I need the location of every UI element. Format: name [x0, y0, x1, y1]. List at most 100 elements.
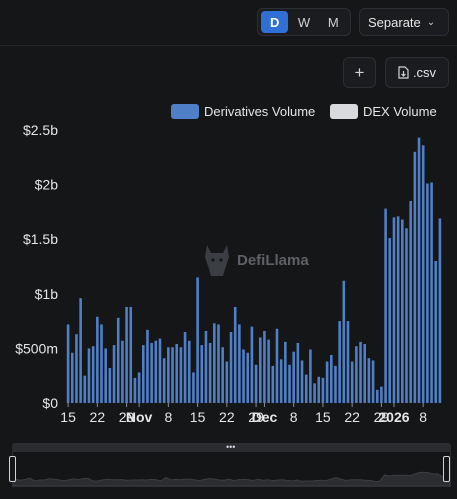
bar-derivatives[interactable] [246, 352, 250, 403]
bar-derivatives[interactable] [121, 340, 124, 403]
bar-derivatives[interactable] [279, 359, 283, 403]
bar-derivatives[interactable] [250, 326, 254, 403]
period-daily-button[interactable]: D [261, 11, 289, 33]
bar-derivatives[interactable] [87, 348, 91, 403]
bar-derivatives[interactable] [388, 238, 392, 403]
bar-derivatives[interactable] [350, 361, 354, 404]
bar-derivatives[interactable] [275, 328, 279, 403]
bar-derivatives[interactable] [233, 306, 237, 403]
navigator-track[interactable] [12, 451, 451, 487]
bar-derivatives[interactable] [213, 323, 216, 403]
bar-derivatives[interactable] [405, 228, 408, 403]
navigator-right-handle[interactable] [443, 456, 450, 482]
bar-derivatives[interactable] [116, 317, 120, 403]
bar-derivatives[interactable] [430, 182, 433, 403]
bar-derivatives[interactable] [371, 360, 375, 403]
bar-derivatives[interactable] [401, 219, 404, 403]
bar-derivatives[interactable] [284, 341, 287, 403]
bar-derivatives[interactable] [392, 217, 396, 403]
bar-derivatives[interactable] [100, 324, 103, 403]
bar-derivatives[interactable] [150, 342, 153, 403]
bar-derivatives[interactable] [192, 372, 195, 403]
bar-derivatives[interactable] [133, 377, 137, 403]
period-weekly-button[interactable]: W [297, 14, 311, 30]
bar-derivatives[interactable] [179, 347, 183, 403]
bar-derivatives[interactable] [300, 360, 304, 403]
bar-derivatives[interactable] [338, 321, 341, 403]
bar-derivatives[interactable] [421, 145, 425, 404]
bar-derivatives[interactable] [334, 365, 337, 403]
add-metric-button[interactable]: + [343, 57, 376, 88]
bar-derivatives[interactable] [217, 324, 220, 403]
bar-derivatives[interactable] [141, 345, 145, 403]
bar-derivatives[interactable] [363, 344, 367, 403]
bar-derivatives[interactable] [158, 338, 162, 403]
bar-derivatives[interactable] [271, 365, 275, 403]
bar-derivatives[interactable] [196, 277, 199, 403]
bar-derivatives[interactable] [146, 329, 149, 403]
bar-derivatives[interactable] [108, 368, 112, 403]
bar-derivatives[interactable] [346, 321, 350, 403]
period-monthly-button[interactable]: M [327, 14, 339, 30]
bar-derivatives[interactable] [296, 342, 300, 403]
bar-derivatives[interactable] [200, 345, 204, 403]
bar-derivatives[interactable] [288, 364, 291, 403]
download-csv-button[interactable]: .csv [385, 57, 449, 88]
bar-derivatives[interactable] [129, 306, 133, 403]
bar-derivatives[interactable] [409, 200, 412, 403]
bar-derivatives[interactable] [309, 349, 312, 403]
bar-derivatives[interactable] [225, 361, 229, 404]
bar-derivatives[interactable] [242, 349, 245, 403]
bar-derivatives[interactable] [438, 218, 442, 403]
bar-derivatives[interactable] [342, 280, 346, 403]
bar-derivatives[interactable] [267, 339, 270, 403]
bar-derivatives[interactable] [83, 375, 87, 403]
bar-derivatives[interactable] [221, 347, 224, 403]
bar-derivatives[interactable] [96, 316, 99, 403]
bar-derivatives[interactable] [154, 340, 158, 403]
bar-derivatives[interactable] [313, 383, 316, 403]
bar-derivatives[interactable] [238, 324, 241, 403]
bar-derivatives[interactable] [396, 216, 400, 403]
bar-derivatives[interactable] [79, 298, 82, 403]
bar-derivatives[interactable] [167, 347, 170, 403]
bar-derivatives[interactable] [375, 389, 379, 403]
bar-derivatives[interactable] [183, 332, 187, 403]
bar-derivatives[interactable] [380, 386, 383, 403]
legend-item-derivatives[interactable]: Derivatives Volume [171, 102, 315, 120]
bar-derivatives[interactable] [359, 341, 362, 403]
bar-derivatives[interactable] [384, 208, 387, 403]
bar-derivatives[interactable] [329, 354, 333, 403]
bar-derivatives[interactable] [304, 374, 308, 403]
bar-derivatives[interactable] [258, 337, 262, 403]
bar-derivatives[interactable] [417, 137, 421, 403]
bar-derivatives[interactable] [125, 306, 128, 403]
bar-derivatives[interactable] [254, 364, 258, 403]
bar-derivatives[interactable] [325, 361, 329, 404]
navigator-left-handle[interactable] [9, 456, 16, 482]
bar-derivatives[interactable] [162, 358, 166, 403]
bar-derivatives[interactable] [66, 324, 70, 403]
bar-derivatives[interactable] [229, 332, 233, 403]
display-mode-select[interactable]: Separate ⌄ [359, 8, 449, 36]
bar-derivatives[interactable] [104, 348, 107, 403]
bar-derivatives[interactable] [367, 358, 371, 403]
bar-derivatives[interactable] [75, 334, 78, 403]
legend-item-dex[interactable]: DEX Volume [330, 102, 437, 120]
navigator-drag-bar[interactable] [12, 443, 451, 452]
bar-derivatives[interactable] [434, 261, 438, 403]
bar-derivatives[interactable] [137, 372, 141, 403]
bar-derivatives[interactable] [321, 377, 325, 403]
bar-derivatives[interactable] [175, 344, 179, 403]
bar-derivatives[interactable] [91, 346, 95, 403]
bar-derivatives[interactable] [70, 352, 74, 403]
range-navigator[interactable]: ••• [9, 442, 451, 489]
bar-derivatives[interactable] [208, 342, 212, 403]
bar-derivatives[interactable] [292, 351, 295, 403]
bar-derivatives[interactable] [263, 330, 266, 403]
bar-derivatives[interactable] [204, 330, 208, 403]
bar-derivatives[interactable] [355, 346, 358, 403]
bar-derivatives[interactable] [187, 340, 191, 403]
bar-derivatives[interactable] [413, 151, 417, 403]
bar-derivatives[interactable] [426, 183, 429, 403]
